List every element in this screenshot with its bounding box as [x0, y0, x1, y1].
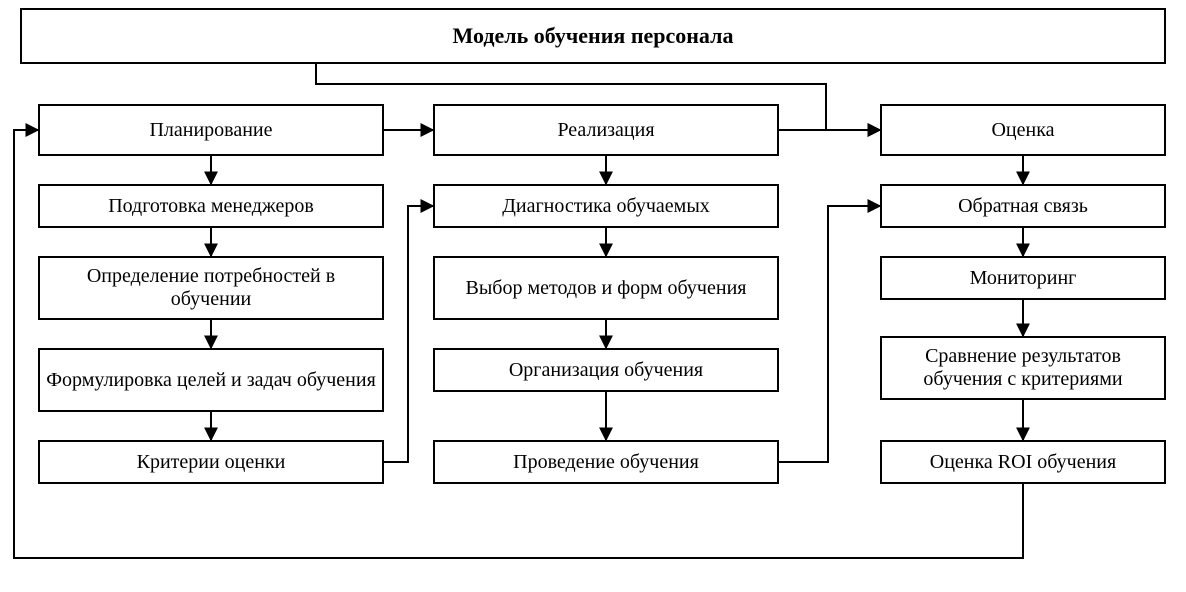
- phase-realization: Реализация: [433, 104, 779, 156]
- step-monitoring: Мониторинг: [880, 256, 1166, 300]
- title-box: Модель обучения персонала: [20, 8, 1166, 64]
- phase-evaluation: Оценка: [880, 104, 1166, 156]
- step-method-choice: Выбор методов и форм обучения: [433, 256, 779, 320]
- step-goals-tasks: Формулировка целей и задач обучения: [38, 348, 384, 412]
- diagram-canvas: Модель обучения персонала Планирование Р…: [0, 0, 1186, 592]
- step-organization: Организация обучения: [433, 348, 779, 392]
- step-needs-definition: Определение потребностей в обучении: [38, 256, 384, 320]
- step-feedback: Обратная связь: [880, 184, 1166, 228]
- phase-planning: Планирование: [38, 104, 384, 156]
- step-managers-prep: Подготовка менеджеров: [38, 184, 384, 228]
- step-diagnostics: Диагностика обучаемых: [433, 184, 779, 228]
- step-compare-results: Сравнение результатов обучения с критери…: [880, 336, 1166, 400]
- step-conducting: Проведение обучения: [433, 440, 779, 484]
- step-roi: Оценка ROI обучения: [880, 440, 1166, 484]
- step-criteria: Критерии оценки: [38, 440, 384, 484]
